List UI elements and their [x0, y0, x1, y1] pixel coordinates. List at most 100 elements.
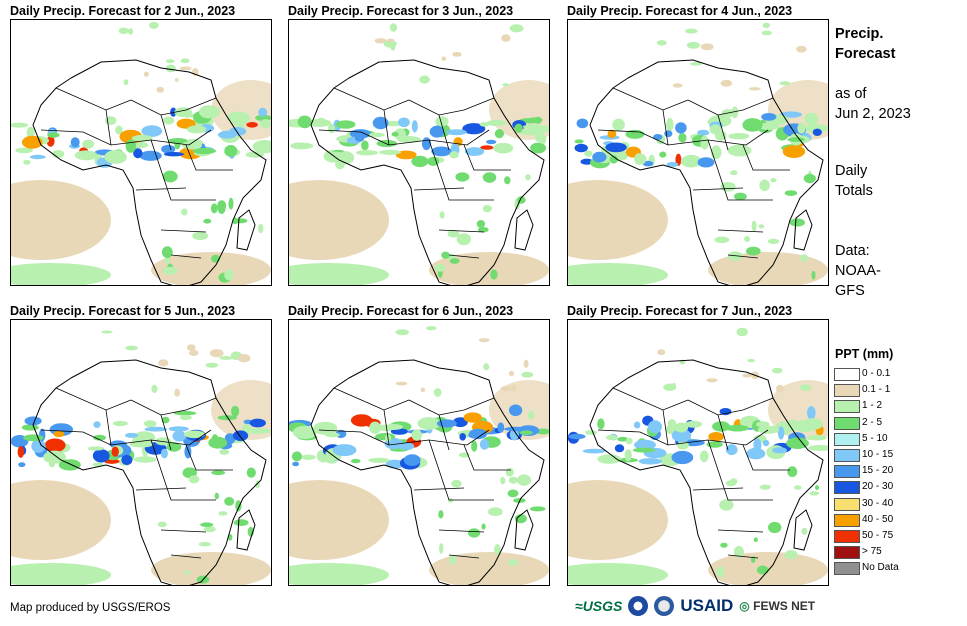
- precip-cell: [438, 510, 444, 519]
- precip-cell: [624, 449, 632, 462]
- precip-cell: [508, 476, 518, 484]
- precip-cell: [395, 381, 408, 386]
- precip-cell: [784, 190, 798, 197]
- precip-cell: [134, 456, 157, 463]
- precip-cell: [455, 172, 470, 182]
- precip-cell: [785, 424, 799, 431]
- panel-title: Daily Precip. Forecast for 7 Jun., 2023: [567, 304, 793, 318]
- precip-cell: [493, 142, 514, 154]
- precip-cell: [70, 137, 80, 148]
- as-of-label: as of: [835, 86, 867, 102]
- precip-cell: [292, 461, 299, 467]
- precip-cell: [260, 119, 271, 129]
- precip-cell: [759, 484, 771, 490]
- precip-cell: [224, 269, 234, 281]
- africa-coastline: [589, 359, 824, 585]
- precip-cell: [711, 145, 722, 160]
- precip-cell: [804, 112, 819, 125]
- precip-cell: [290, 142, 311, 150]
- precip-cell: [494, 544, 501, 555]
- precip-cell: [229, 127, 247, 136]
- precip-cell: [757, 425, 780, 434]
- precip-cell: [411, 429, 423, 441]
- precip-cell: [671, 429, 692, 443]
- precip-cell: [162, 170, 178, 183]
- africa-coastline: [32, 59, 267, 285]
- precip-cell: [797, 122, 806, 134]
- country-borders: [597, 87, 790, 259]
- legend-swatch: [834, 513, 860, 527]
- precip-cell: [514, 514, 527, 524]
- precip-cell: [700, 135, 709, 150]
- precip-cell: [697, 157, 715, 168]
- madagascar-coastline: [514, 209, 534, 251]
- precip-cell: [501, 34, 511, 42]
- precip-cell: [125, 432, 138, 438]
- precip-cell: [809, 491, 820, 496]
- precip-cell: [52, 150, 65, 158]
- light-rain-area: [568, 563, 668, 585]
- precip-cell: [248, 428, 271, 434]
- precip-cell: [372, 116, 389, 130]
- precip-cell: [182, 140, 203, 150]
- precip-cell: [674, 422, 689, 433]
- precip-cell: [125, 345, 138, 351]
- partner-logos: ≈USGS USAID ◎ FEWS NET: [575, 594, 815, 618]
- precip-cell: [186, 344, 196, 351]
- precip-cell: [92, 449, 110, 463]
- precip-cell: [671, 450, 694, 465]
- precip-cell: [24, 416, 42, 426]
- legend-item: 10 - 15: [834, 447, 934, 463]
- data-source: Data: NOAA- GFS: [835, 241, 881, 301]
- precip-cell: [725, 444, 738, 456]
- precip-cell: [233, 519, 249, 526]
- precip-cell: [186, 125, 207, 134]
- legend-item: 50 - 75: [834, 528, 934, 544]
- precip-cell: [609, 155, 618, 164]
- precip-cell: [258, 107, 268, 117]
- precip-cell: [157, 521, 167, 528]
- precip-cell: [115, 125, 123, 135]
- panel-title: Daily Precip. Forecast for 5 Jun., 2023: [10, 304, 236, 318]
- precip-cell: [328, 123, 336, 134]
- precip-cell: [463, 412, 482, 423]
- legend-item: 1 - 2: [834, 398, 934, 414]
- precip-cell: [510, 384, 517, 392]
- precip-cell: [514, 123, 523, 133]
- precip-cell: [729, 478, 738, 485]
- precip-cell: [812, 128, 822, 136]
- precip-cell: [497, 422, 505, 433]
- precip-cell: [143, 420, 157, 428]
- precip-cell: [486, 119, 507, 127]
- precip-cell: [149, 21, 159, 29]
- precip-cell: [237, 354, 251, 363]
- precip-cell: [684, 420, 703, 428]
- precip-cell: [411, 155, 429, 168]
- heading-line: Precip.: [835, 26, 884, 42]
- precip-cell: [15, 147, 33, 154]
- precip-cell: [449, 554, 457, 565]
- precip-cell: [436, 419, 457, 428]
- legend-item: > 75: [834, 544, 934, 560]
- precip-cell: [335, 120, 356, 129]
- precip-cell: [477, 227, 489, 233]
- madagascar-coastline: [514, 509, 534, 551]
- precip-cell: [246, 467, 256, 478]
- precip-cell: [720, 79, 733, 87]
- panel-title: Daily Precip. Forecast for 6 Jun., 2023: [288, 304, 514, 318]
- precip-cell: [429, 125, 445, 138]
- precip-cell: [180, 58, 190, 64]
- precip-cell: [505, 467, 514, 477]
- precip-cell: [74, 150, 98, 161]
- precip-cell: [172, 430, 186, 442]
- precip-cell: [576, 118, 589, 129]
- as-of-value: Jun 2, 2023: [835, 106, 911, 122]
- dry-area: [708, 252, 828, 285]
- precip-cell: [164, 257, 171, 264]
- africa-map-svg: [568, 327, 828, 585]
- precip-cell: [634, 439, 656, 450]
- legend-swatch: [834, 530, 860, 543]
- light-rain-area: [289, 263, 389, 285]
- precip-cell: [439, 211, 445, 219]
- precip-cell: [666, 162, 679, 167]
